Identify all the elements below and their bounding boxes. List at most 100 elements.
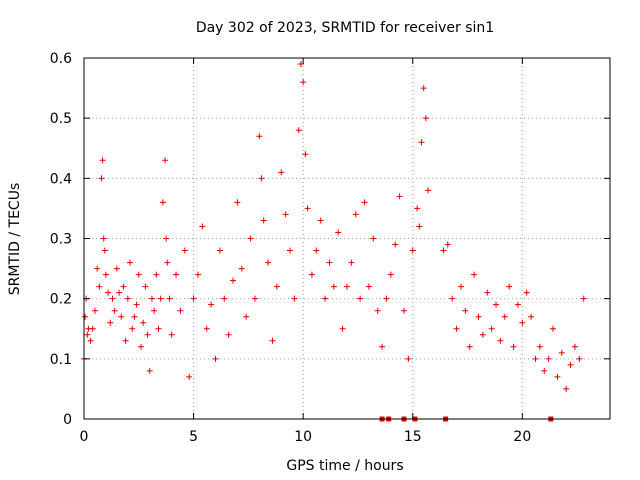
data-point — [269, 337, 276, 344]
data-point — [392, 241, 399, 248]
data-point — [101, 247, 108, 254]
y-tick-label: 0.4 — [50, 171, 72, 187]
data-point — [190, 295, 197, 302]
data-point — [297, 61, 304, 68]
data-point — [238, 265, 245, 272]
data-point — [82, 313, 89, 320]
data-point — [142, 283, 149, 290]
data-point — [405, 355, 412, 362]
data-point — [422, 115, 429, 122]
data-point — [203, 325, 210, 332]
x-axis-label: GPS time / hours — [286, 458, 403, 474]
data-point — [282, 211, 289, 218]
data-point — [550, 325, 557, 332]
data-point — [501, 313, 508, 320]
data-point — [173, 271, 180, 278]
data-point — [580, 295, 587, 302]
data-point — [120, 283, 127, 290]
data-point — [265, 259, 272, 266]
data-point — [144, 331, 151, 338]
data-point — [251, 295, 258, 302]
data-point — [514, 301, 521, 308]
data-point — [383, 295, 390, 302]
data-point — [84, 331, 91, 338]
data-point — [109, 295, 116, 302]
data-point — [300, 79, 307, 86]
data-point — [116, 289, 123, 296]
data-point — [186, 373, 193, 380]
data-point — [181, 247, 188, 254]
data-point — [554, 373, 561, 380]
data-point — [107, 319, 114, 326]
data-point — [510, 343, 517, 350]
data-point — [475, 313, 482, 320]
y-tick-label: 0 — [63, 412, 72, 428]
data-point — [396, 193, 403, 200]
data-point — [98, 175, 105, 182]
data-point — [313, 247, 320, 254]
data-point — [100, 235, 107, 242]
data-point — [302, 151, 309, 158]
data-point — [361, 199, 368, 206]
data-point — [113, 265, 120, 272]
data-point — [151, 307, 158, 314]
data-point — [127, 259, 134, 266]
data-point — [153, 271, 160, 278]
data-point — [135, 271, 142, 278]
data-point — [105, 289, 112, 296]
data-point — [247, 235, 254, 242]
chart-title: Day 302 of 2023, SRMTID for receiver sin… — [196, 20, 494, 36]
data-point — [164, 259, 171, 266]
data-point — [304, 205, 311, 212]
data-point — [291, 295, 298, 302]
data-point — [87, 337, 94, 344]
data-point — [348, 259, 355, 266]
data-point — [137, 343, 144, 350]
data-point — [317, 217, 324, 224]
data-point — [365, 283, 372, 290]
data-point — [352, 211, 359, 218]
y-tick-label: 0.2 — [50, 292, 72, 308]
data-point — [99, 157, 106, 164]
data-point — [471, 271, 478, 278]
data-point — [536, 343, 543, 350]
data-point — [129, 325, 136, 332]
data-point — [416, 223, 423, 230]
data-point — [466, 343, 473, 350]
data-point — [122, 337, 129, 344]
data-point — [576, 355, 583, 362]
plot-frame — [83, 57, 611, 420]
data-point — [344, 283, 350, 290]
data-point — [221, 295, 228, 302]
data-point — [357, 295, 364, 302]
data-point — [273, 283, 280, 290]
data-point — [457, 283, 464, 290]
x-tick-label: 10 — [294, 429, 312, 445]
data-point — [96, 283, 103, 290]
x-tick-label: 15 — [404, 429, 422, 445]
y-tick-label: 0.3 — [50, 232, 72, 248]
data-point — [162, 157, 169, 164]
data-point — [295, 127, 302, 134]
data-point — [124, 295, 131, 302]
x-tick-label: 20 — [513, 429, 531, 445]
x-tick-label: 5 — [189, 429, 198, 445]
data-point — [230, 277, 237, 284]
data-point — [118, 313, 125, 320]
data-point — [146, 367, 153, 374]
data-point — [159, 199, 166, 206]
data-point — [308, 271, 315, 278]
data-point — [493, 301, 500, 308]
data-point — [260, 217, 267, 224]
data-point — [558, 349, 565, 356]
grid-lines — [84, 58, 610, 419]
data-point — [168, 331, 175, 338]
data-point — [387, 271, 394, 278]
data-point — [194, 271, 201, 278]
data-point — [256, 133, 263, 140]
data-point — [506, 283, 513, 290]
data-point — [199, 223, 206, 230]
data-point — [567, 361, 574, 368]
data-point — [140, 319, 147, 326]
